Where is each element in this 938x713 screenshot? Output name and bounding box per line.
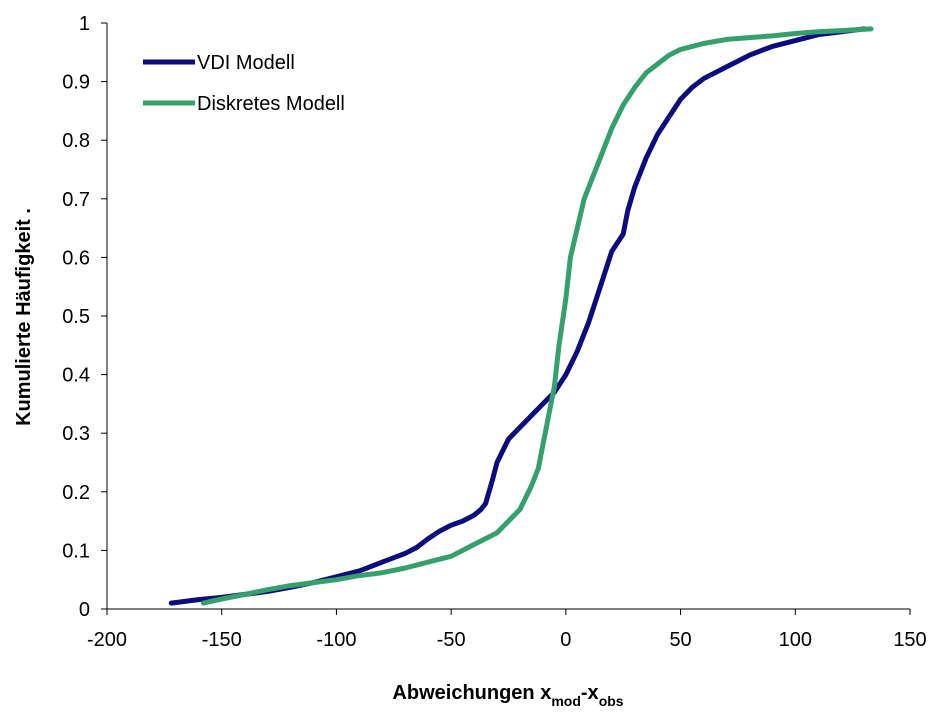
series-line: [168, 26, 867, 606]
y-tick-label: 0.5: [62, 306, 90, 328]
y-tick-label: 0.8: [62, 130, 90, 152]
y-axis-title: Kumulierte Häufigkeit .: [13, 208, 35, 426]
series-layer: [168, 26, 874, 606]
y-tick-label: 0.3: [62, 423, 90, 445]
legend-label: Diskretes Modell: [197, 93, 345, 115]
y-tick-label: 0.1: [62, 540, 90, 562]
x-axis-title: Abweichungen xmod-xobs: [392, 682, 623, 709]
x-tick-label: -200: [87, 629, 127, 651]
x-axis-title-sub2: obs: [599, 693, 624, 709]
y-tick-label: 0: [79, 599, 90, 621]
y-tick-label: 0.9: [62, 72, 90, 94]
x-tick-label: 150: [893, 629, 926, 651]
legend-label: VDI Modell: [197, 52, 295, 74]
x-tick-label: -50: [437, 629, 466, 651]
y-tick-label: 0.2: [62, 482, 90, 504]
ticks: 0 0.1 0.2 0.3 0.4 0.5 0.6 0.7 0.8 0.9 1 -200 -150 -10…: [62, 13, 927, 651]
x-tick-label: 50: [669, 629, 691, 651]
x-axis-title-mid: -x: [581, 682, 599, 704]
legend: VDI Modell Diskretes Modell: [143, 52, 345, 115]
x-tick-label: -150: [202, 629, 242, 651]
y-tick-label: 1: [79, 13, 90, 35]
x-axis-title-main: Abweichungen x: [392, 682, 551, 704]
y-tick-label: 0.6: [62, 247, 90, 269]
y-tick-label: 0.7: [62, 189, 90, 211]
x-tick-label: -100: [316, 629, 356, 651]
x-tick-label: 0: [560, 629, 571, 651]
y-tick-label: 0.4: [62, 365, 90, 387]
series-line: [200, 26, 874, 606]
x-tick-label: 100: [779, 629, 812, 651]
x-axis-title-sub1: mod: [551, 693, 581, 709]
